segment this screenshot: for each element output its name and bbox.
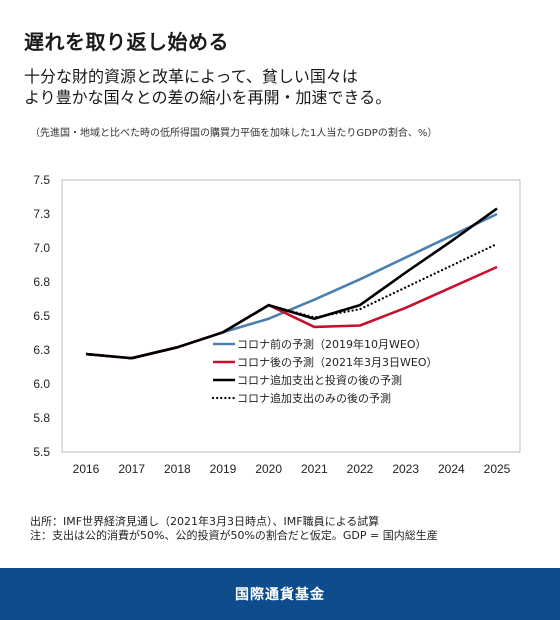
chart-title: 遅れを取り返し始める	[24, 30, 229, 54]
assumption-note: 注：支出は公的消費が50%、公的投資が50%の割合だと仮定。GDP = 国内総生…	[30, 529, 438, 542]
source-notes: 出所：IMF世界経済見通し（2021年3月3日時点）、IMF職員による試算 注：…	[30, 515, 438, 543]
chart-unit-note: （先進国・地域と比べた時の低所得国の購買力平価を加味した1人当たりGDPの割合、…	[30, 128, 438, 139]
y-tick-label: 6.3	[33, 343, 50, 357]
x-axis: 2016 2017 2018 2019 2020 2021 2022 2023 2024 2025	[73, 462, 511, 476]
x-tick-label: 2023	[392, 462, 419, 476]
y-tick-label: 6.0	[33, 377, 50, 391]
footer-banner: 国際通貨基金	[0, 568, 560, 620]
y-tick-label: 5.5	[33, 445, 50, 459]
subtitle-line-1: 十分な財的資源と改革によって、貧しい国々は	[24, 67, 358, 86]
legend-label: コロナ後の予測（2021年3月3日WEO）	[237, 355, 437, 369]
x-tick-label: 2018	[164, 462, 191, 476]
y-tick-label: 7.5	[33, 173, 50, 187]
x-tick-label: 2021	[301, 462, 328, 476]
y-axis: 7.5 7.3 7.0 6.8 6.5 6.3 6.0 5.8 5.5	[33, 173, 50, 459]
x-tick-label: 2022	[347, 462, 374, 476]
x-tick-label: 2020	[255, 462, 282, 476]
x-tick-label: 2016	[73, 462, 100, 476]
chart-subtitle: 十分な財的資源と改革によって、貧しい国々は より豊かな国々との差の縮小を再開・加…	[24, 66, 391, 108]
y-tick-label: 7.3	[33, 207, 50, 221]
source-line: 出所：IMF世界経済見通し（2021年3月3日時点）、IMF職員による試算	[30, 515, 380, 528]
legend-label: コロナ追加支出と投資の後の予測	[237, 373, 402, 387]
series-lines	[85, 207, 499, 360]
x-tick-label: 2025	[484, 462, 511, 476]
legend-label: コロナ前の予測（2019年10月WEO）	[237, 337, 426, 351]
y-tick-label: 7.0	[33, 241, 50, 255]
y-tick-label: 5.8	[33, 411, 50, 425]
x-tick-label: 2019	[210, 462, 237, 476]
series-line-3	[85, 207, 498, 360]
y-tick-label: 6.8	[33, 275, 50, 289]
x-tick-label: 2024	[438, 462, 465, 476]
x-tick-label: 2017	[118, 462, 145, 476]
line-chart: 7.5 7.3 7.0 6.8 6.5 6.3 6.0 5.8 5.5 2016 2017 2018…	[33, 173, 521, 476]
legend-label: コロナ追加支出のみの後の予測	[237, 391, 391, 405]
series-line-1	[85, 212, 498, 360]
plot-frame	[61, 179, 521, 453]
y-tick-label: 6.5	[33, 309, 50, 323]
organization-name: 国際通貨基金	[235, 587, 325, 603]
legend: コロナ前の予測（2019年10月WEO） コロナ後の予測（2021年3月3日WEO…	[211, 337, 437, 405]
subtitle-line-2: より豊かな国々との差の縮小を再開・加速できる。	[24, 88, 392, 107]
series-line-4	[267, 242, 499, 319]
